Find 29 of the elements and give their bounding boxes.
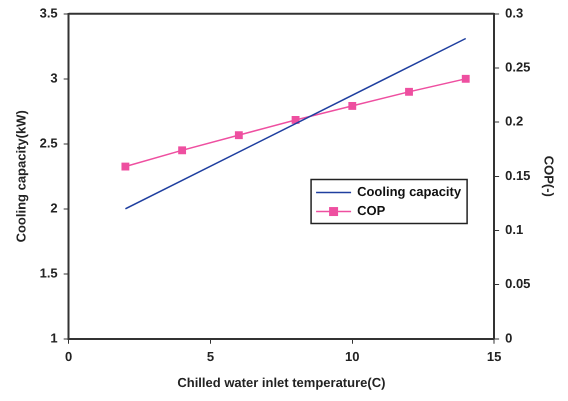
- point: [405, 88, 413, 96]
- y2-tick-label: 0.25: [505, 60, 530, 75]
- y2-tick-label: 0: [505, 330, 512, 346]
- y2-tick-label: 0.1: [505, 222, 524, 238]
- y-tick-label: 2.5: [40, 135, 58, 150]
- x-tick-label: 10: [345, 349, 360, 364]
- y-tick-label: 3.5: [40, 5, 58, 20]
- y-axis-title: Cooling capacity(kW): [13, 110, 28, 242]
- x-tick-label: 0: [65, 349, 72, 364]
- point: [178, 146, 186, 154]
- y2-tick-label: 0.15: [505, 168, 530, 183]
- legend-label: Cooling capacity: [357, 184, 462, 200]
- y2-tick-label: 0.2: [505, 114, 524, 129]
- y-tick-label: 1.5: [40, 265, 58, 280]
- y-tick-label: 1: [50, 330, 58, 346]
- y2-tick-label: 0.3: [505, 5, 524, 20]
- x-tick-label: 15: [486, 349, 502, 364]
- y-tick-label: 3: [50, 70, 58, 86]
- x-tick-label: 5: [206, 349, 214, 364]
- point: [462, 74, 470, 83]
- point: [121, 162, 130, 170]
- y-tick-label: 2: [50, 200, 58, 216]
- y2-tick-label: 0.05: [505, 276, 530, 292]
- x-axis-title: Chilled water inlet temperature(C): [177, 374, 386, 390]
- point: [234, 131, 243, 140]
- point: [292, 116, 300, 124]
- legend-label: COP: [357, 203, 386, 218]
- point: [348, 102, 356, 110]
- y2-axis-title: COP(-): [542, 156, 557, 197]
